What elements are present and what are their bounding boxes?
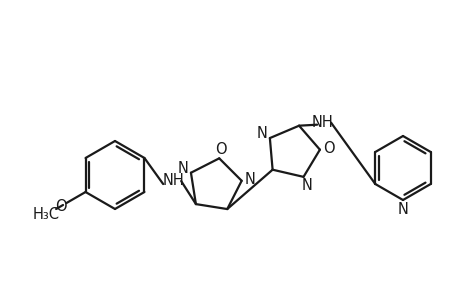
Text: O: O — [55, 199, 66, 214]
Text: N: N — [177, 161, 188, 176]
Text: N: N — [256, 126, 267, 141]
Text: NH: NH — [311, 115, 332, 130]
Text: O: O — [322, 141, 334, 156]
Text: O: O — [214, 142, 226, 157]
Text: N: N — [301, 178, 312, 193]
Text: NH: NH — [162, 172, 184, 188]
Text: N: N — [245, 172, 256, 187]
Text: H₃C: H₃C — [33, 207, 60, 222]
Text: N: N — [397, 202, 408, 217]
